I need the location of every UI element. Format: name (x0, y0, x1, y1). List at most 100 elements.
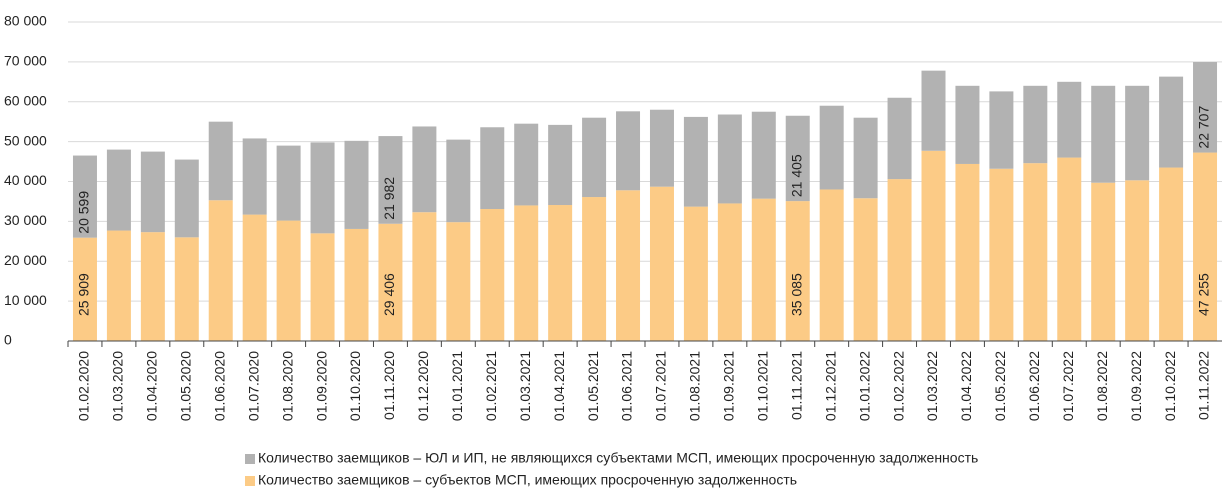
bar-segment (174, 159, 199, 238)
bar-segment (683, 206, 708, 341)
legend-label: Количество заемщиков – ЮЛ и ИП, не являю… (258, 450, 978, 466)
bar-segment (582, 117, 607, 198)
value-label: 21 982 (381, 177, 397, 220)
bar-segment (242, 138, 267, 215)
legend-label: Количество заемщиков – субъектов МСП, им… (258, 472, 797, 488)
bar-segment (616, 111, 641, 191)
x-tick-label: 01.10.2022 (1162, 351, 1178, 421)
bar-segment (649, 186, 674, 341)
x-tick-label: 01.04.2020 (144, 351, 160, 421)
y-tick-label: 70 000 (4, 53, 47, 69)
bar-segment (378, 136, 403, 224)
x-tick-label: 01.08.2020 (279, 351, 295, 421)
x-tick-label: 01.11.2020 (381, 351, 397, 420)
bar-segment (1159, 167, 1184, 341)
x-tick-label: 01.07.2022 (1060, 351, 1076, 421)
bar-segment (72, 237, 97, 341)
bar-segment (344, 228, 369, 341)
bar-segment (1125, 180, 1150, 341)
bar-segment (106, 230, 131, 341)
bar-segment (853, 198, 878, 341)
x-tick-label: 01.08.2021 (687, 351, 703, 421)
x-tick-label: 01.07.2021 (653, 351, 669, 421)
bar-segment (446, 139, 471, 223)
legend-swatch (245, 476, 255, 486)
bar-segment (480, 209, 505, 341)
x-tick-label: 01.02.2021 (483, 351, 499, 421)
bar-segment (1193, 62, 1218, 153)
x-tick-label: 01.06.2022 (1026, 351, 1042, 421)
bar-segment (514, 205, 539, 341)
bar-segment (276, 145, 301, 221)
bar-segment (1023, 163, 1048, 341)
bar-segment (140, 151, 165, 233)
bar-segment (1125, 85, 1150, 181)
x-tick-label: 01.12.2020 (415, 351, 431, 421)
x-tick-label: 01.07.2020 (245, 351, 261, 421)
x-tick-label: 01.03.2021 (517, 351, 533, 421)
bar-segment (887, 97, 912, 180)
x-tick-label: 01.11.2022 (1196, 351, 1212, 420)
value-label: 21 405 (788, 154, 804, 197)
bar-segment (106, 149, 131, 231)
bar-segment (1057, 81, 1082, 158)
bar-segment (1091, 85, 1116, 183)
value-label: 35 085 (788, 273, 804, 316)
bar-segment (1159, 76, 1184, 168)
x-tick-label: 01.02.2022 (890, 351, 906, 421)
x-tick-label: 01.05.2022 (992, 351, 1008, 421)
x-tick-label: 01.08.2022 (1094, 351, 1110, 421)
bar-segment (446, 222, 471, 341)
value-label: 20 599 (76, 191, 92, 234)
x-tick-label: 01.09.2021 (721, 351, 737, 421)
x-tick-label: 01.04.2022 (958, 351, 974, 421)
bar-segment (548, 205, 573, 341)
bar-segment (717, 114, 742, 204)
bar-segment (582, 197, 607, 341)
x-tick-label: 01.10.2020 (347, 351, 363, 421)
bar-segment (310, 142, 335, 234)
y-tick-label: 50 000 (4, 132, 47, 148)
bar-segment (276, 220, 301, 341)
bar-segment (1057, 157, 1082, 341)
bar-segment (921, 70, 946, 151)
bar-segment (1091, 182, 1116, 341)
bar-segment (887, 179, 912, 341)
bar-segment (751, 198, 776, 341)
bar-segment (1193, 152, 1218, 341)
bar-segment (853, 117, 878, 199)
x-tick-label: 01.03.2020 (110, 351, 126, 421)
x-tick-label: 01.10.2021 (754, 351, 770, 421)
bar-segment (310, 233, 335, 341)
y-tick-label: 60 000 (4, 92, 47, 108)
x-tick-label: 01.05.2021 (585, 351, 601, 421)
x-tick-label: 01.03.2022 (924, 351, 940, 421)
x-tick-label: 01.04.2021 (551, 351, 567, 421)
bar-segment (785, 115, 810, 202)
value-label: 22 707 (1196, 106, 1212, 149)
value-label: 25 909 (76, 273, 92, 316)
x-tick-label: 01.06.2021 (619, 351, 635, 421)
bar-segment (480, 127, 505, 210)
x-tick-label: 01.09.2020 (313, 351, 329, 421)
bar-segment (785, 201, 810, 341)
x-tick-label: 01.09.2022 (1128, 351, 1144, 421)
x-tick-label: 01.05.2020 (177, 351, 193, 421)
bar-segment (412, 126, 437, 213)
x-tick-label: 01.06.2020 (211, 351, 227, 421)
y-tick-label: 30 000 (4, 212, 47, 228)
bar-segment (378, 223, 403, 341)
value-label: 29 406 (381, 273, 397, 316)
bar-segment (989, 168, 1014, 341)
bar-segment (174, 237, 199, 341)
bar-segment (208, 200, 233, 341)
x-tick-label: 01.01.2022 (856, 351, 872, 421)
value-label: 47 255 (1196, 273, 1212, 316)
bar-segment (344, 140, 369, 229)
bar-segment (140, 232, 165, 341)
bar-segment (242, 214, 267, 341)
bar-segment (819, 105, 844, 190)
bar-segment (751, 111, 776, 199)
x-tick-label: 01.02.2020 (76, 351, 92, 421)
